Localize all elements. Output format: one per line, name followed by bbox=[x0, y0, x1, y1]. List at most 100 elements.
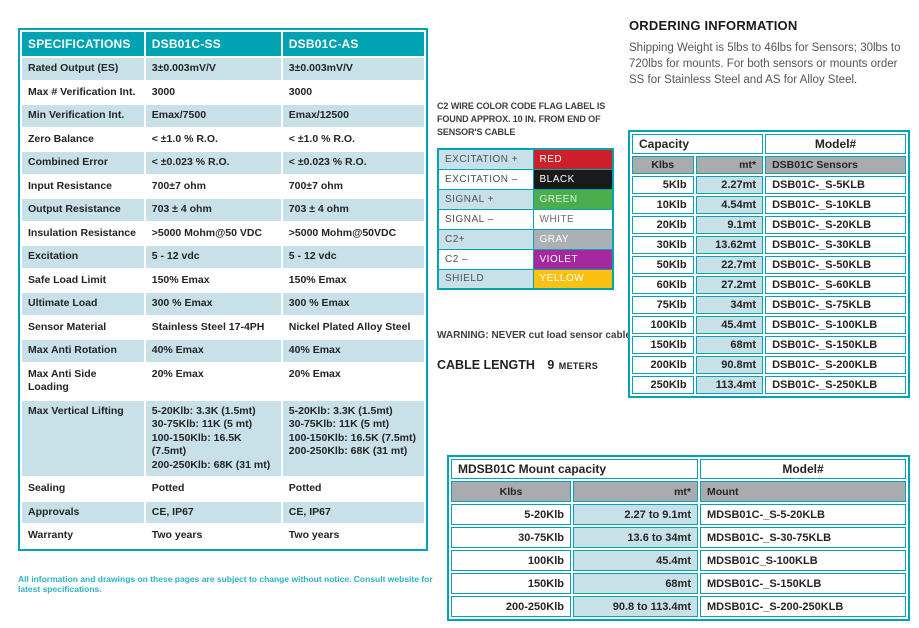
spec-label: Warranty bbox=[22, 525, 144, 547]
klbs-cell: 30Klb bbox=[632, 236, 694, 254]
klbs-cell: 50Klb bbox=[632, 256, 694, 274]
spec-row: Min Verification Int. Emax/7500 Emax/12500 bbox=[22, 105, 424, 127]
spec-value-ss: >5000 Mohm@50 VDC bbox=[145, 222, 281, 244]
spec-value-ss: 5 - 12 vdc bbox=[145, 246, 281, 268]
klbs-cell: 150Klb bbox=[451, 573, 571, 594]
spec-label: Approvals bbox=[22, 501, 144, 523]
spec-label: Output Resistance bbox=[22, 199, 144, 221]
model-cell: DSB01C-_S-10KLB bbox=[765, 196, 906, 214]
klbs-cell: 5Klb bbox=[632, 176, 694, 194]
spec-value-ss: 40% Emax bbox=[145, 340, 281, 362]
spec-header-ss: DSB01C-SS bbox=[145, 32, 281, 56]
spec-value-ss: < ±1.0 % R.O. bbox=[145, 128, 281, 150]
spec-header-specifications: SPECIFICATIONS bbox=[22, 32, 144, 56]
sensor-row: 200Klb 90.8mt DSB01C-_S-200KLB bbox=[632, 356, 906, 374]
spec-label: Combined Error bbox=[22, 152, 144, 174]
model-cell: MDSB01C-_S-150KLB bbox=[700, 573, 906, 594]
spec-value-ss: 700±7 ohm bbox=[145, 175, 281, 197]
wire-color-swatch: RED bbox=[532, 148, 614, 170]
mount-title: MDSB01C Mount capacity bbox=[451, 459, 698, 479]
spec-value-as: 300 % Emax bbox=[282, 293, 424, 315]
mt-cell: 27.2mt bbox=[695, 276, 764, 294]
page-footnote: All information and drawings on these pa… bbox=[18, 574, 433, 594]
spec-value-ss: 20% Emax bbox=[145, 363, 281, 399]
spec-row: Ultimate Load 300 % Emax 300 % Emax bbox=[22, 293, 424, 315]
spec-value-as: < ±0.023 % R.O. bbox=[282, 152, 424, 174]
wire-color-swatch: YELLOW bbox=[532, 268, 614, 290]
spec-row: Output Resistance 703 ± 4 ohm 703 ± 4 ohm bbox=[22, 199, 424, 221]
wire-row: EXCITATION + RED bbox=[437, 148, 614, 170]
model-cell: MDSB01C_S-100KLB bbox=[700, 550, 906, 571]
mt-cell: 2.27mt bbox=[695, 176, 764, 194]
mt-cell: 90.8mt bbox=[695, 356, 764, 374]
spec-header-as: DSB01C-AS bbox=[282, 32, 424, 56]
spec-value-ss: 3±0.003mV/V bbox=[145, 58, 281, 80]
mt-subheader: mt* bbox=[695, 156, 764, 174]
spec-label: Safe Load Limit bbox=[22, 269, 144, 291]
spec-value-ss: < ±0.023 % R.O. bbox=[145, 152, 281, 174]
spec-row: Safe Load Limit 150% Emax 150% Emax bbox=[22, 269, 424, 291]
spec-value-ss: 150% Emax bbox=[145, 269, 281, 291]
spec-value-as: 40% Emax bbox=[282, 340, 424, 362]
klbs-subheader: Klbs bbox=[451, 481, 571, 502]
model-cell: DSB01C-_S-250KLB bbox=[765, 376, 906, 394]
spec-label: Zero Balance bbox=[22, 128, 144, 150]
spec-row: Rated Output (ES) 3±0.003mV/V 3±0.003mV/V bbox=[22, 58, 424, 80]
spec-row: Max Vertical Lifting 5-20Klb: 3.3K (1.5mt… bbox=[22, 400, 424, 476]
sensor-row: 50Klb 22.7mt DSB01C-_S-50KLB bbox=[632, 256, 906, 274]
model-cell: DSB01C-_S-20KLB bbox=[765, 216, 906, 234]
spec-label: Rated Output (ES) bbox=[22, 58, 144, 80]
mt-cell: 68mt bbox=[573, 573, 698, 594]
mt-cell: 113.4mt bbox=[695, 376, 764, 394]
mt-subheader: mt* bbox=[573, 481, 698, 502]
wire-label: C2+ bbox=[437, 228, 534, 250]
spec-row: Max # Verification Int. 3000 3000 bbox=[22, 81, 424, 103]
spec-value-as: Nickel Plated Alloy Steel bbox=[282, 316, 424, 338]
spec-value-as: 703 ± 4 ohm bbox=[282, 199, 424, 221]
sensors-subheader: DSB01C Sensors bbox=[765, 156, 906, 174]
sensor-row: 75Klb 34mt DSB01C-_S-75KLB bbox=[632, 296, 906, 314]
spec-value-as: 5-20Klb: 3.3K (1.5mt) 30-75Klb: 11K (5 m… bbox=[282, 400, 424, 476]
mount-capacity-table: MDSB01C Mount capacity Model# Klbs mt* M… bbox=[447, 455, 910, 621]
mt-cell: 45.4mt bbox=[573, 550, 698, 571]
wire-label: SIGNAL + bbox=[437, 188, 534, 210]
mt-cell: 13.62mt bbox=[695, 236, 764, 254]
wire-color-swatch: WHITE bbox=[532, 208, 614, 230]
spec-label: Excitation bbox=[22, 246, 144, 268]
model-cell: DSB01C-_S-150KLB bbox=[765, 336, 906, 354]
spec-row: Excitation 5 - 12 vdc 5 - 12 vdc bbox=[22, 246, 424, 268]
klbs-cell: 30-75Klb bbox=[451, 527, 571, 548]
spec-label: Max Vertical Lifting bbox=[22, 400, 144, 476]
sensor-capacity-section: Capacity Model# Klbs mt* DSB01C Sensors … bbox=[628, 130, 910, 398]
spec-value-as: 3±0.003mV/V bbox=[282, 58, 424, 80]
spec-row: Insulation Resistance >5000 Mohm@50 VDC >5… bbox=[22, 222, 424, 244]
mount-model-header: Model# bbox=[700, 459, 906, 479]
spec-label: Ultimate Load bbox=[22, 293, 144, 315]
sensor-row: 5Klb 2.27mt DSB01C-_S-5KLB bbox=[632, 176, 906, 194]
klbs-cell: 5-20Klb bbox=[451, 504, 571, 525]
spec-row: Combined Error < ±0.023 % R.O. < ±0.023 % … bbox=[22, 152, 424, 174]
ordering-title: ORDERING INFORMATION bbox=[629, 18, 798, 33]
spec-label: Max Anti Side Loading bbox=[22, 363, 144, 399]
spec-value-ss: 300 % Emax bbox=[145, 293, 281, 315]
cable-length-unit: METERS bbox=[558, 361, 599, 371]
sensor-capacity-table: Capacity Model# Klbs mt* DSB01C Sensors … bbox=[628, 130, 910, 398]
wire-row: SHIELD YELLOW bbox=[437, 268, 614, 290]
spec-label: Sensor Material bbox=[22, 316, 144, 338]
mount-row: 5-20Klb 2.27 to 9.1mt MDSB01C-_S-5-20KLB bbox=[451, 504, 906, 525]
mt-cell: 9.1mt bbox=[695, 216, 764, 234]
klbs-cell: 250Klb bbox=[632, 376, 694, 394]
spec-value-ss: Potted bbox=[145, 478, 281, 500]
cable-warning: WARNING: NEVER cut load sensor cable bbox=[437, 330, 631, 341]
spec-value-as: < ±1.0 % R.O. bbox=[282, 128, 424, 150]
mt-cell: 90.8 to 113.4mt bbox=[573, 596, 698, 617]
spec-value-ss: 703 ± 4 ohm bbox=[145, 199, 281, 221]
mount-row: 200-250Klb 90.8 to 113.4mt MDSB01C-_S-200-… bbox=[451, 596, 906, 617]
klbs-cell: 100Klb bbox=[451, 550, 571, 571]
model-cell: DSB01C-_S-5KLB bbox=[765, 176, 906, 194]
model-cell: DSB01C-_S-60KLB bbox=[765, 276, 906, 294]
spec-row: Warranty Two years Two years bbox=[22, 525, 424, 547]
sensor-header-row: Capacity Model# bbox=[632, 134, 906, 154]
capacity-header: Capacity bbox=[632, 134, 764, 154]
